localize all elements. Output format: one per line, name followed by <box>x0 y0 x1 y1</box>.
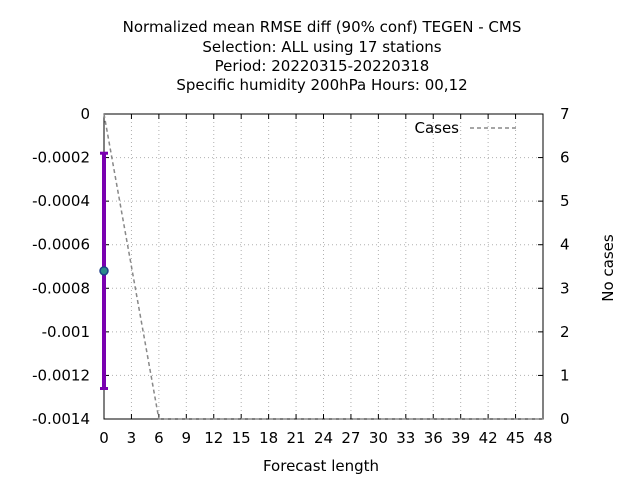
series-line-cases <box>103 113 543 420</box>
x-tick-label: 0 <box>99 429 109 447</box>
grid <box>104 114 543 419</box>
x-tick-label: 30 <box>369 429 388 447</box>
x-axis-ticks: 0 3 6 9 12 15 18 21 24 27 30 33 36 39 42 45 48 <box>99 114 553 447</box>
series-layer <box>103 113 543 420</box>
x-tick-label: 6 <box>154 429 164 447</box>
y-left-tick-label: -0.0006 <box>32 236 90 254</box>
y-right-tick-label: 0 <box>560 410 570 428</box>
y-left-tick-label: -0.0004 <box>32 192 90 210</box>
x-tick-label: 18 <box>259 429 278 447</box>
y-left-tick-label: -0.001 <box>42 323 90 341</box>
x-tick-label: 24 <box>314 429 333 447</box>
x-tick-label: 39 <box>451 429 470 447</box>
y-right-tick-label: 5 <box>560 192 570 210</box>
x-tick-label: 33 <box>396 429 415 447</box>
y-right-tick-label: 2 <box>560 323 570 341</box>
y-right-tick-label: 3 <box>560 279 570 297</box>
x-axis-label: Forecast length <box>263 457 379 475</box>
title-line-1: Normalized mean RMSE diff (90% conf) TEG… <box>123 18 522 36</box>
y-left-tick-label: -0.0012 <box>32 366 90 384</box>
legend: Cases <box>414 119 517 137</box>
left-axis-ticks: 0 -0.0002 -0.0004 -0.0006 -0.0008 -0.001 -0.00… <box>32 105 109 428</box>
y-right-tick-label: 7 <box>560 105 570 123</box>
y-right-tick-label: 4 <box>560 236 570 254</box>
x-tick-label: 36 <box>424 429 443 447</box>
x-tick-label: 45 <box>506 429 525 447</box>
mean-point <box>99 266 109 276</box>
x-tick-label: 3 <box>127 429 137 447</box>
y-left-tick-label: -0.0002 <box>32 149 90 167</box>
title-line-4: Specific humidity 200hPa Hours: 00,12 <box>176 76 467 94</box>
x-tick-label: 27 <box>341 429 360 447</box>
x-tick-label: 48 <box>533 429 552 447</box>
y-left-tick-label: -0.0008 <box>32 279 90 297</box>
title-line-2: Selection: ALL using 17 stations <box>202 38 441 56</box>
y-left-tick-label: -0.0014 <box>32 410 90 428</box>
x-tick-label: 9 <box>182 429 192 447</box>
x-tick-label: 21 <box>287 429 306 447</box>
title-line-3: Period: 20220315-20220318 <box>215 57 430 75</box>
y-left-tick-label: 0 <box>80 105 90 123</box>
legend-label-cases: Cases <box>414 119 459 137</box>
y-right-tick-label: 6 <box>560 149 570 167</box>
right-axis-ticks: 0 1 2 3 4 5 6 7 <box>538 105 570 428</box>
x-tick-label: 42 <box>479 429 498 447</box>
chart-title: Normalized mean RMSE diff (90% conf) TEG… <box>123 18 522 94</box>
y-right-tick-label: 1 <box>560 366 570 384</box>
error-bar-layer <box>99 151 109 390</box>
right-axis-label: No cases <box>599 234 617 302</box>
x-tick-label: 12 <box>204 429 223 447</box>
x-tick-label: 15 <box>232 429 251 447</box>
